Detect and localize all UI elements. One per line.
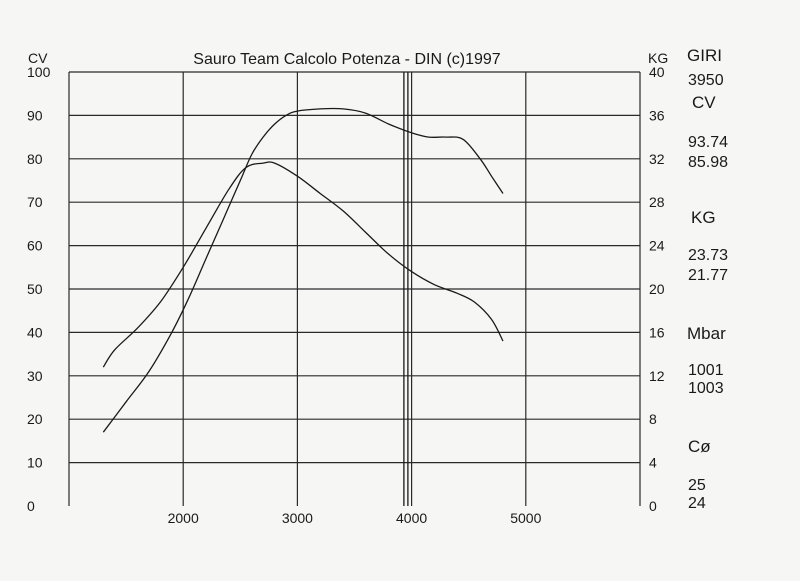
- right-tick-label: 40: [649, 64, 665, 80]
- right-tick-label: 24: [649, 238, 665, 254]
- right-tick-label: 32: [649, 151, 665, 167]
- cv-value-2: 85.98: [688, 154, 729, 171]
- left-tick-label: 40: [27, 324, 43, 340]
- temp-value-1: 25: [688, 477, 706, 494]
- series-line-2: [102, 161, 504, 368]
- left-tick-label: 90: [27, 107, 43, 123]
- mbar-value-2: 1003: [688, 380, 724, 397]
- series-line-1: [102, 107, 504, 433]
- x-tick-label: 4000: [396, 510, 427, 526]
- tick-labels: 0 10 20 30 40 50 60 70 80 90 100 0 4 8 12 16 20 24 28 32 36 4…: [27, 64, 665, 526]
- x-tick-label: 3000: [282, 510, 313, 526]
- mbar-value-1: 1001: [688, 362, 724, 379]
- left-tick-label: 70: [27, 194, 43, 210]
- left-axis-label: CV: [28, 50, 48, 66]
- right-tick-label: 16: [649, 324, 665, 340]
- left-tick-label: 80: [27, 151, 43, 167]
- kg-label: KG: [691, 208, 716, 227]
- right-tick-label: 8: [649, 411, 657, 427]
- rpm-value: 3950: [688, 72, 724, 89]
- cv-label: CV: [692, 93, 716, 112]
- left-tick-label: 50: [27, 281, 43, 297]
- right-tick-label: 28: [649, 194, 665, 210]
- right-tick-label: 36: [649, 107, 665, 123]
- left-tick-label: 10: [27, 455, 43, 471]
- chart-title: Sauro Team Calcolo Potenza - DIN (c)1997: [193, 51, 501, 68]
- kg-value-2: 21.77: [688, 267, 729, 284]
- left-tick-label: 20: [27, 411, 43, 427]
- right-tick-label: 20: [649, 281, 665, 297]
- right-axis-label: KG: [648, 50, 668, 66]
- right-tick-label: 4: [649, 455, 657, 471]
- right-tick-label: 0: [649, 498, 657, 514]
- right-tick-label: 12: [649, 368, 665, 384]
- x-tick-label: 2000: [168, 510, 199, 526]
- mbar-label: Mbar: [687, 324, 726, 343]
- left-tick-label: 30: [27, 368, 43, 384]
- left-tick-label: 0: [27, 498, 35, 514]
- cv-value-1: 93.74: [688, 134, 729, 151]
- kg-value-1: 23.73: [688, 247, 729, 264]
- x-tick-label: 5000: [510, 510, 541, 526]
- left-tick-label: 100: [27, 64, 51, 80]
- chart-series: [102, 107, 504, 433]
- rpm-label: GIRI: [687, 46, 722, 65]
- temp-value-2: 24: [688, 495, 706, 512]
- temp-label: Cø: [688, 437, 711, 456]
- chart-grid: [68, 71, 641, 506]
- left-tick-label: 60: [27, 238, 43, 254]
